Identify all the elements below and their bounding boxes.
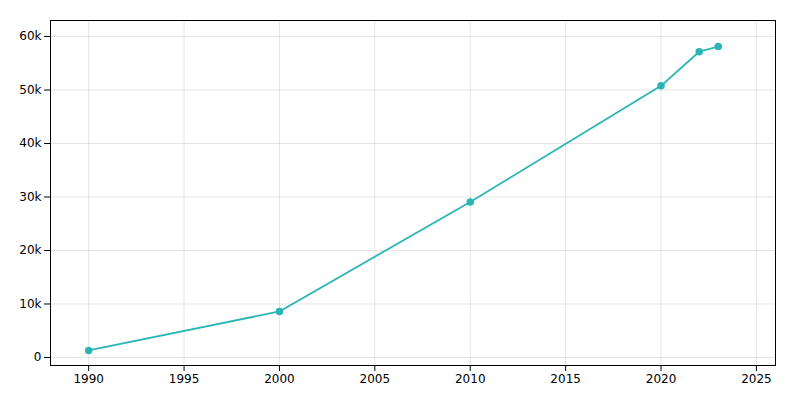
svg-text:60k: 60k [19,29,41,43]
svg-text:0: 0 [34,350,42,364]
svg-text:2010: 2010 [455,372,486,386]
svg-text:1995: 1995 [169,372,200,386]
svg-text:2000: 2000 [264,372,295,386]
svg-text:40k: 40k [19,136,41,150]
svg-text:2020: 2020 [646,372,677,386]
svg-text:10k: 10k [19,297,41,311]
svg-text:1990: 1990 [73,372,104,386]
svg-text:50k: 50k [19,83,41,97]
svg-text:2015: 2015 [550,372,581,386]
svg-text:30k: 30k [19,190,41,204]
svg-text:20k: 20k [19,243,41,257]
svg-text:2025: 2025 [741,372,772,386]
svg-text:2005: 2005 [360,372,391,386]
